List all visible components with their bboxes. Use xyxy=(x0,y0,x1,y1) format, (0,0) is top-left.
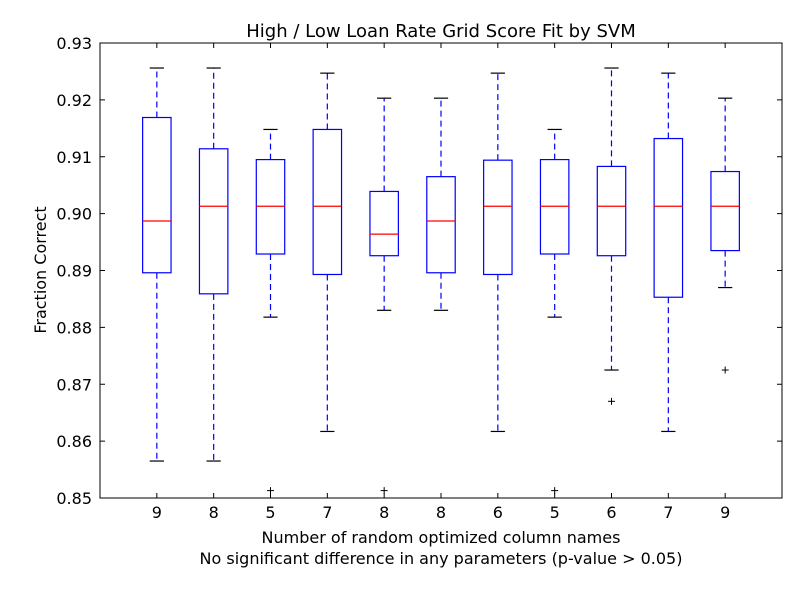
y-tick-label: 0.88 xyxy=(56,318,92,337)
box-iqr xyxy=(142,116,172,274)
x-tick-label: 8 xyxy=(209,503,219,522)
y-tick-label: 0.93 xyxy=(56,34,92,53)
box-iqr xyxy=(198,148,229,295)
chart-title: High / Low Loan Rate Grid Score Fit by S… xyxy=(246,21,635,42)
x-tick-label: 7 xyxy=(663,503,673,522)
y-tick-label: 0.89 xyxy=(56,262,92,281)
y-tick-label: 0.85 xyxy=(56,489,92,508)
y-tick-label: 0.91 xyxy=(56,148,92,167)
box-iqr xyxy=(596,165,627,257)
box-iqr xyxy=(483,159,513,276)
box-iqr xyxy=(369,190,399,257)
x-tick-label: 7 xyxy=(322,503,332,522)
box-iqr xyxy=(653,137,684,298)
x-axis-subtitle: No significant difference in any paramet… xyxy=(200,549,683,568)
x-tick-label: 6 xyxy=(606,503,616,522)
x-tick-label: 9 xyxy=(152,503,162,522)
y-tick-label: 0.92 xyxy=(56,91,92,110)
x-tick-label: 6 xyxy=(493,503,503,522)
box-4 xyxy=(312,72,343,433)
x-tick-label: 8 xyxy=(379,503,389,522)
box-10 xyxy=(653,72,684,433)
x-axis-label: Number of random optimized column names xyxy=(262,528,621,547)
y-axis-label: Fraction Correct xyxy=(31,206,50,333)
y-tick-label: 0.90 xyxy=(56,205,92,224)
y-axis-tick-labels: 0.85 0.86 0.87 0.88 0.89 0.90 0.91 0.92 0.93 xyxy=(56,34,92,508)
y-tick-label: 0.87 xyxy=(56,375,92,394)
box-iqr xyxy=(426,176,456,274)
box-7 xyxy=(483,72,513,433)
x-tick-label: 9 xyxy=(720,503,730,522)
box-9 xyxy=(596,67,627,405)
y-tick-label: 0.86 xyxy=(56,432,92,451)
box-3 xyxy=(255,128,286,495)
box-6 xyxy=(426,97,456,311)
x-tick-label: 5 xyxy=(265,503,275,522)
x-axis-tick-labels: 9 8 5 7 8 8 6 5 6 7 9 xyxy=(152,503,731,522)
box-iqr xyxy=(312,128,343,276)
box-11 xyxy=(710,97,740,374)
x-tick-label: 8 xyxy=(436,503,446,522)
box-2 xyxy=(198,67,229,462)
x-tick-label: 5 xyxy=(550,503,560,522)
box-5 xyxy=(369,97,399,495)
box-8 xyxy=(539,128,570,495)
plot-area xyxy=(99,42,783,499)
box-1 xyxy=(142,67,172,462)
box-iqr xyxy=(710,170,740,252)
